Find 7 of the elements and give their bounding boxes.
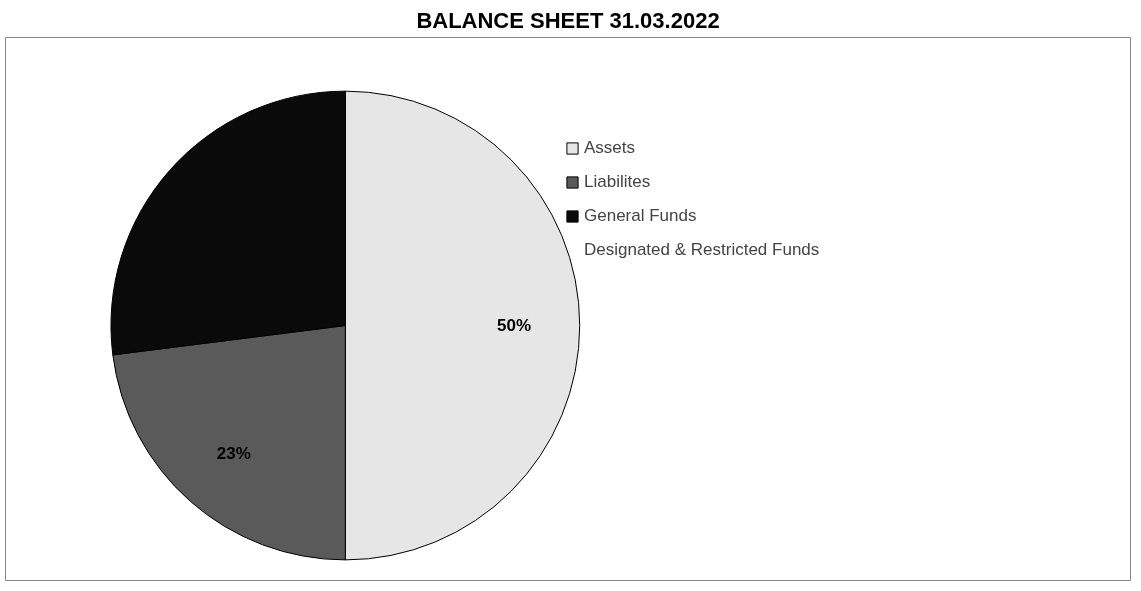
legend-label: Assets — [584, 138, 636, 158]
chart-title: BALANCE SHEET 31.03.2022 — [416, 7, 720, 33]
category-label: Designated & Restricted Funds — [584, 240, 820, 259]
legend-label: Liabilites — [584, 172, 651, 192]
data-label: 23% — [216, 443, 251, 463]
legend-label: General Funds — [584, 206, 697, 226]
data-label: 50% — [497, 316, 532, 336]
